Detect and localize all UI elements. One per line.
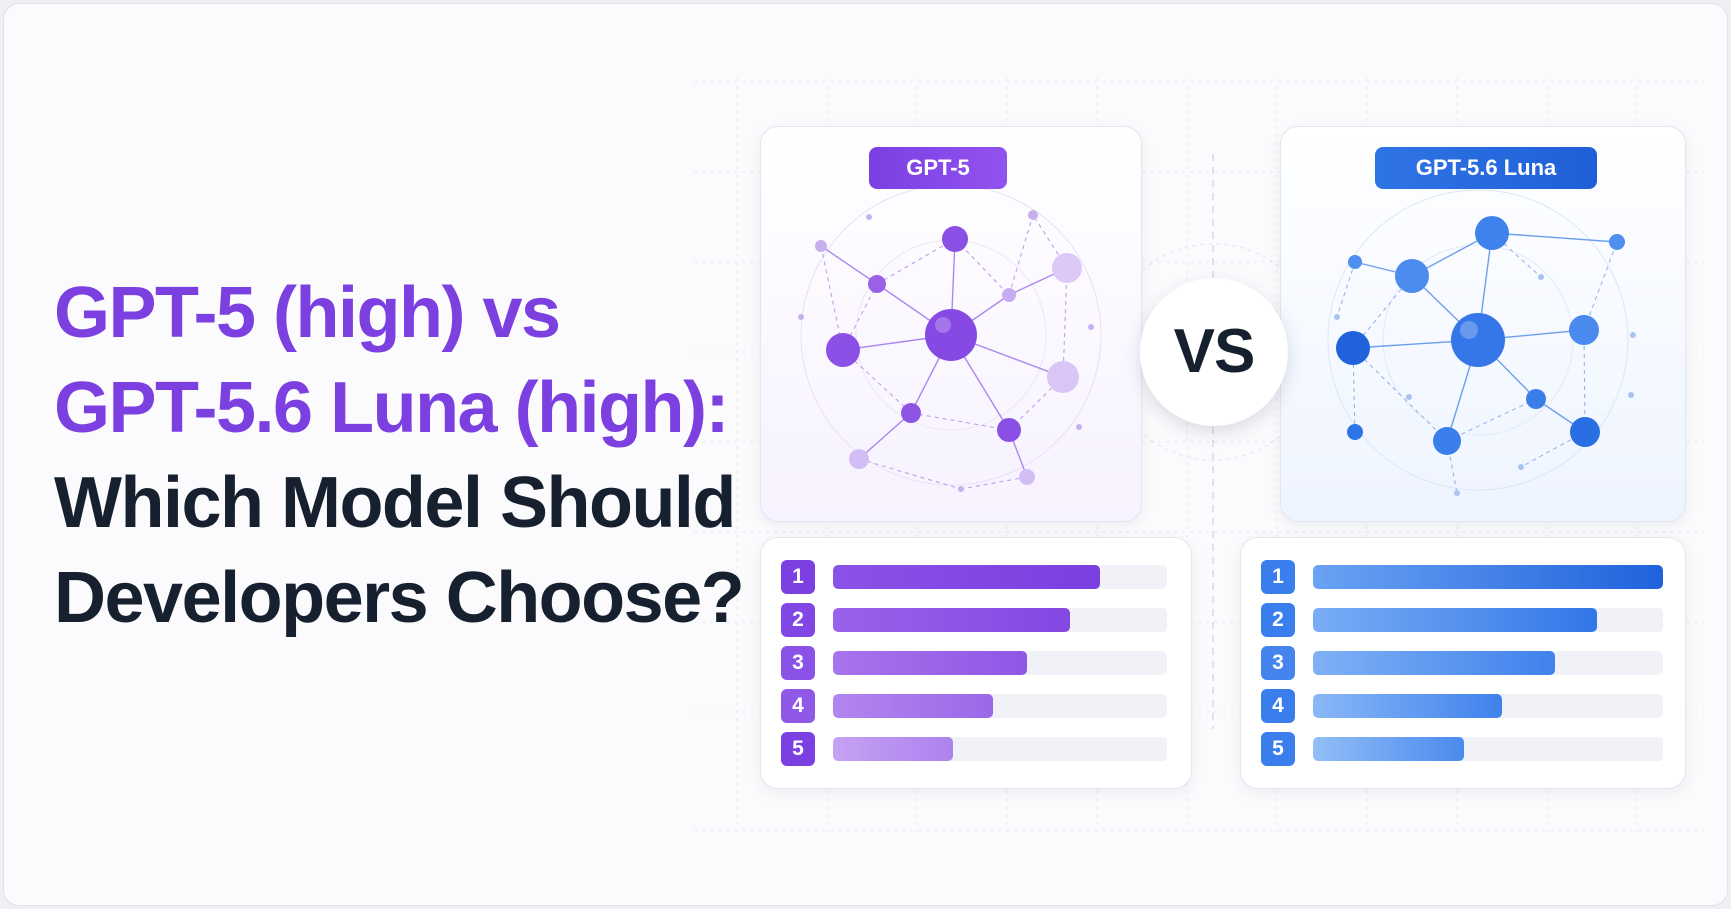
rank-badge: 5 <box>1261 732 1295 766</box>
ranking-bar <box>1313 651 1555 675</box>
ranking-bar-track <box>833 651 1167 675</box>
rank-badge: 1 <box>781 560 815 594</box>
ranking-bar-track <box>1313 608 1663 632</box>
headline-line-3: Which Model Should <box>54 463 736 543</box>
ranking-bar <box>1313 565 1663 589</box>
ranking-bar <box>833 651 1027 675</box>
gpt5-ranking-card: 1 2 3 4 5 <box>760 537 1192 789</box>
ranking-bar <box>1313 737 1464 761</box>
headline-line-1: GPT-5 (high) vs <box>54 273 561 353</box>
ranking-bar-track <box>833 694 1167 718</box>
ranking-bar <box>833 565 1101 589</box>
rank-badge: 4 <box>1261 689 1295 723</box>
ranking-bar-track <box>833 737 1167 761</box>
headline-line-2: GPT-5.6 Luna (high): <box>54 368 729 448</box>
headline: GPT-5 (high) vs GPT-5.6 Luna (high): Whi… <box>54 266 754 646</box>
headline-line-4: Developers Choose? <box>54 558 745 638</box>
rank-badge: 3 <box>1261 646 1295 680</box>
gpt56-luna-ranking-card: 1 2 3 4 5 <box>1240 537 1686 789</box>
rank-badge: 2 <box>1261 603 1295 637</box>
rank-badge: 2 <box>781 603 815 637</box>
rank-badge: 1 <box>1261 560 1295 594</box>
vs-badge: VS <box>1140 278 1288 426</box>
ranking-bar <box>1313 608 1597 632</box>
gpt56-luna-network-card: GPT-5.6 Luna <box>1280 126 1686 522</box>
network-graph-icon <box>798 184 1102 492</box>
rank-badge: 5 <box>781 732 815 766</box>
ranking-bar-track <box>1313 694 1663 718</box>
gpt56-luna-label-pill: GPT-5.6 Luna <box>1375 147 1597 189</box>
ranking-bar <box>833 694 994 718</box>
rank-badge: 3 <box>781 646 815 680</box>
ranking-bar <box>833 737 954 761</box>
ranking-bar-track <box>1313 565 1663 589</box>
thumbnail-frame: GPT-5 (high) vs GPT-5.6 Luna (high): Whi… <box>3 3 1728 906</box>
ranking-bar-track <box>833 565 1167 589</box>
gpt5-label-pill: GPT-5 <box>869 147 1007 189</box>
network-graph-icon <box>1327 189 1636 496</box>
ranking-bar <box>833 608 1071 632</box>
gpt5-network-card: GPT-5 <box>760 126 1142 522</box>
ranking-bar-track <box>1313 737 1663 761</box>
ranking-bar <box>1313 694 1502 718</box>
ranking-bar-track <box>833 608 1167 632</box>
rank-badge: 4 <box>781 689 815 723</box>
ranking-bar-track <box>1313 651 1663 675</box>
